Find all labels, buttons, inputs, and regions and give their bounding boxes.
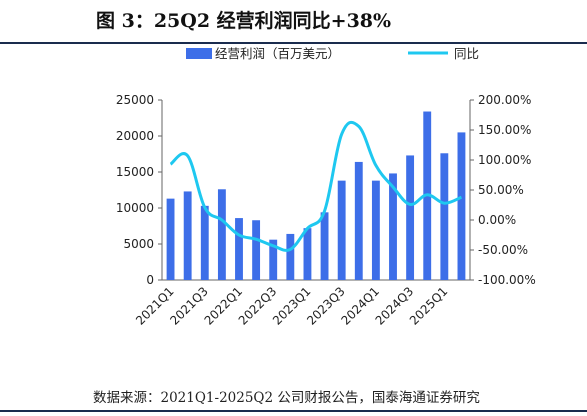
bar-2023Q1	[303, 228, 312, 280]
x-tick-label: 2025Q1	[407, 284, 451, 328]
y-right-tick-label: -50.00%	[478, 243, 528, 257]
bar-2023Q3	[337, 180, 346, 280]
bar-2021Q1	[166, 198, 175, 280]
bar-2021Q2	[183, 191, 192, 280]
bar-series	[166, 111, 466, 281]
legend-label-bar: 经营利润（百万美元）	[215, 46, 340, 61]
bar-2025Q1	[440, 153, 449, 280]
y-right-tick-label: -100.00%	[478, 273, 536, 287]
source-note: 数据来源：2021Q1-2025Q2 公司财报公告，国泰海通证券研究	[93, 390, 480, 406]
bar-2022Q2	[252, 220, 261, 280]
bar-2024Q1	[371, 180, 380, 280]
bar-2022Q1	[235, 218, 243, 280]
x-axis: 2021Q12021Q32022Q12022Q32023Q12023Q32024…	[133, 279, 470, 328]
bar-2024Q3	[406, 155, 415, 280]
y-axis-left: 0 5000 10000 15000 20000 25000	[116, 93, 163, 287]
y-axis-right: -100.00% -50.00% 0.00% 50.00% 100.00% 150.00%…	[469, 93, 536, 287]
footer-rule	[0, 410, 587, 412]
y-right-tick-label: 100.00%	[478, 153, 531, 167]
legend-swatch-bar	[186, 48, 212, 59]
y-left-tick-label: 25000	[116, 93, 154, 107]
bar-2021Q3	[200, 205, 209, 280]
y-right-tick-label: 0.00%	[478, 213, 516, 227]
bar-2024Q2	[389, 173, 397, 280]
chart: 经营利润（百万美元） 同比 0500010000150002000025000 …	[116, 46, 536, 328]
bar-2022Q3	[269, 239, 278, 280]
y-left-tick-label: 15000	[116, 165, 154, 179]
title-bar: 图 3：25Q2 经营利润同比+38%	[0, 0, 587, 44]
y-right-tick-label: 50.00%	[478, 183, 524, 197]
y-left-tick-label: 10000	[116, 201, 154, 215]
legend: 经营利润（百万美元） 同比	[186, 46, 479, 61]
bar-2023Q2	[320, 212, 329, 280]
y-left-tick-label: 0	[146, 273, 154, 287]
bar-2023Q4	[354, 161, 363, 280]
line-series	[169, 120, 463, 252]
y-right-tick-label: 200.00%	[478, 93, 531, 107]
yoy-line	[169, 120, 463, 252]
legend-label-line: 同比	[454, 46, 479, 61]
y-left-tick-label: 5000	[123, 237, 154, 251]
bar-2025Q2	[457, 132, 466, 280]
figure-title: 图 3：25Q2 经营利润同比+38%	[96, 10, 392, 32]
y-left-tick-label: 20000	[116, 129, 154, 143]
bar-2022Q4	[286, 233, 295, 280]
y-right-tick-label: 150.00%	[478, 123, 531, 137]
bar-2021Q4	[217, 189, 226, 280]
